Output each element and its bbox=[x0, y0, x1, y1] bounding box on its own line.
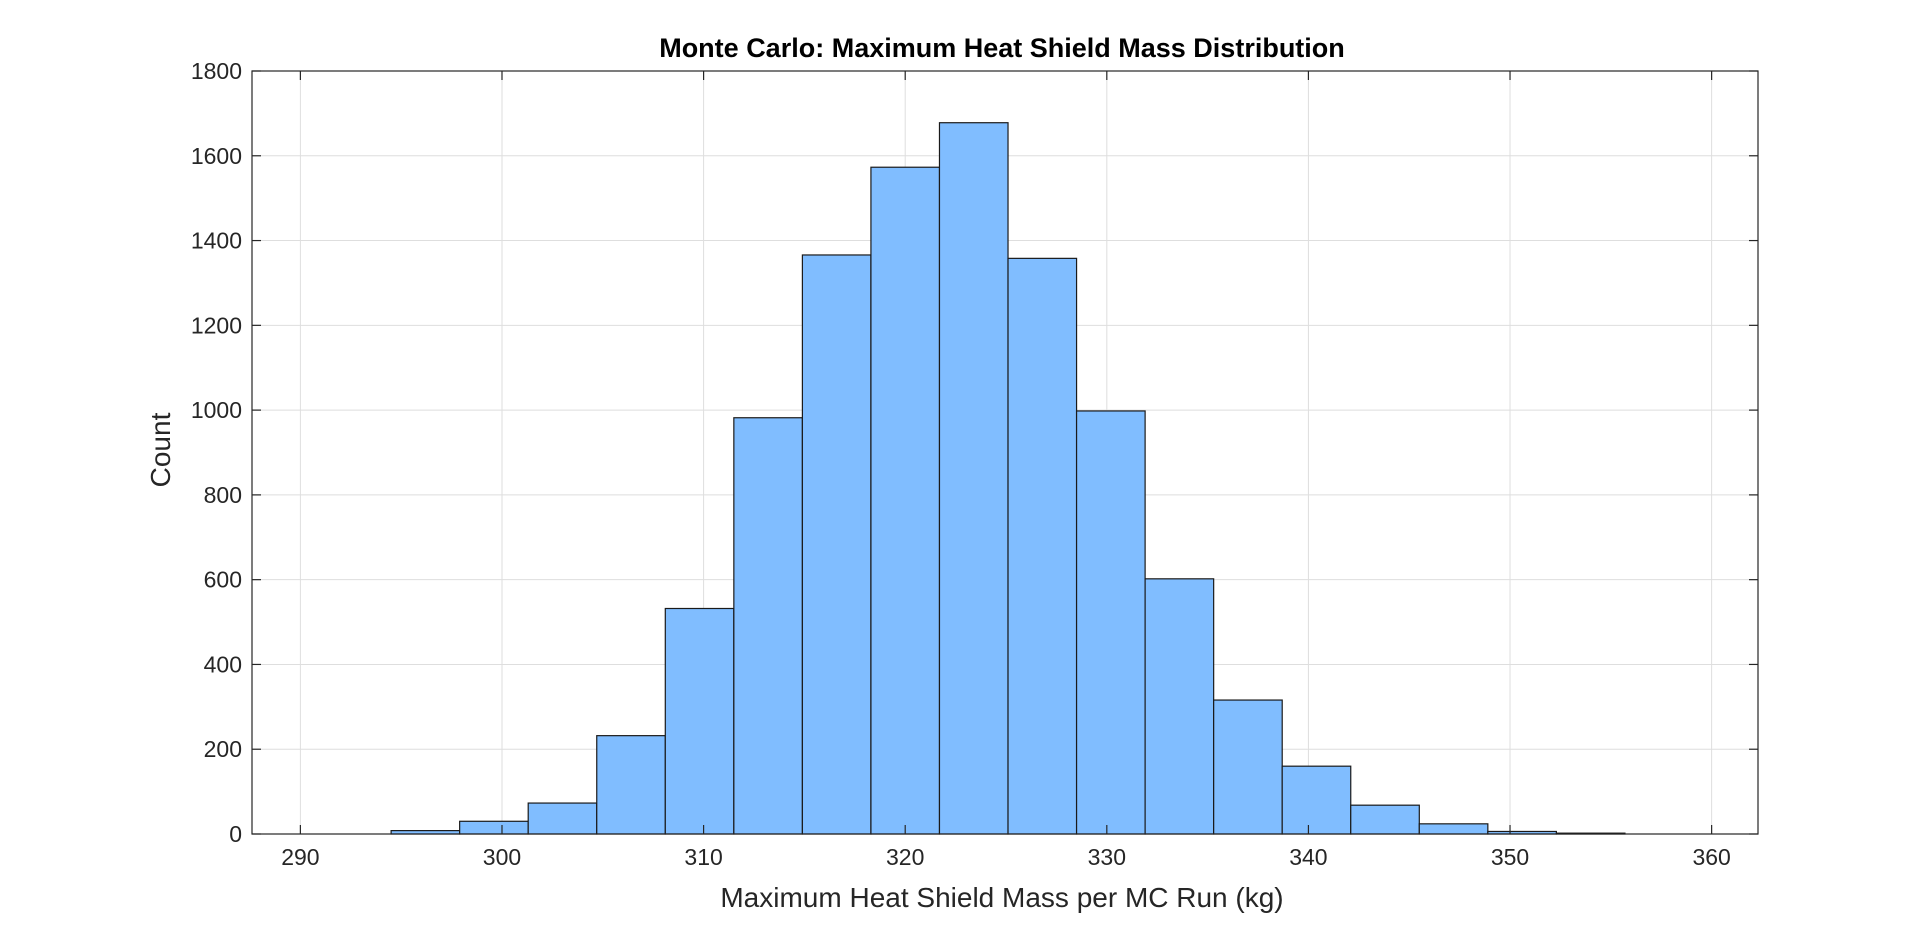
histogram-bar bbox=[527, 802, 598, 835]
y-tick-label: 1400 bbox=[191, 228, 242, 254]
histogram-bar bbox=[1007, 257, 1078, 835]
histogram-bar bbox=[1075, 410, 1146, 835]
histogram-bar bbox=[801, 254, 872, 835]
plot-box bbox=[251, 70, 1759, 835]
x-tick-label: 360 bbox=[1692, 844, 1730, 870]
histogram-bar bbox=[733, 417, 803, 835]
x-tick-label: 300 bbox=[483, 844, 521, 870]
x-tick-label: 320 bbox=[886, 844, 924, 870]
histogram-bar bbox=[1350, 804, 1420, 835]
y-tick-label: 600 bbox=[204, 567, 242, 593]
histogram-bar bbox=[1418, 823, 1489, 835]
y-axis-label: Count bbox=[145, 412, 176, 487]
histogram-bar bbox=[938, 122, 1009, 835]
histogram-bar bbox=[664, 607, 735, 835]
y-tick-label: 1600 bbox=[191, 143, 242, 169]
y-tick-label: 200 bbox=[204, 736, 242, 762]
y-tick-label: 1000 bbox=[191, 397, 242, 423]
x-tick-label: 330 bbox=[1088, 844, 1126, 870]
x-tick-label: 350 bbox=[1491, 844, 1529, 870]
y-tick-labels: 0 200 400 600 800 1000 1200 1400 1600 1800 bbox=[191, 58, 242, 847]
axes-box bbox=[251, 70, 1759, 835]
x-axis-label: Maximum Heat Shield Mass per MC Run (kg) bbox=[720, 882, 1283, 913]
histogram-bar bbox=[596, 735, 666, 835]
y-tick-label: 0 bbox=[229, 821, 242, 847]
histogram-bar bbox=[459, 820, 529, 835]
x-tick-label: 340 bbox=[1289, 844, 1327, 870]
histogram-bar bbox=[1281, 765, 1352, 835]
y-tick-label: 800 bbox=[204, 482, 242, 508]
y-tick-label: 1200 bbox=[191, 312, 242, 338]
y-tick-label: 400 bbox=[204, 651, 242, 677]
histogram-bars bbox=[390, 122, 1626, 835]
x-tick-label: 290 bbox=[281, 844, 319, 870]
histogram-bar bbox=[1213, 699, 1283, 835]
chart-title: Monte Carlo: Maximum Heat Shield Mass Di… bbox=[659, 33, 1345, 63]
histogram-bar bbox=[870, 166, 941, 835]
histogram-bar bbox=[1144, 578, 1215, 835]
y-tick-label: 1800 bbox=[191, 58, 242, 84]
x-tick-labels: 290 300 310 320 330 340 350 360 bbox=[281, 844, 1731, 870]
x-tick-label: 310 bbox=[684, 844, 722, 870]
